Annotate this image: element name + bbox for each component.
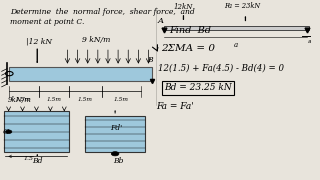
Text: 12(1.5) + Fa(4.5) - Bd(4) = 0: 12(1.5) + Fa(4.5) - Bd(4) = 0 [158, 63, 284, 72]
Text: A: A [158, 17, 164, 25]
Text: Find  Bd: Find Bd [169, 26, 211, 35]
Text: Fd': Fd' [110, 124, 123, 132]
Text: 1.5: 1.5 [24, 156, 34, 161]
Text: 9kN/m: 9kN/m [8, 96, 32, 104]
Text: 1.5m: 1.5m [78, 96, 93, 102]
Text: a: a [234, 40, 238, 49]
Bar [9, 67, 152, 81]
Text: Fa = Fa': Fa = Fa' [156, 102, 194, 111]
Text: 9 kN/m: 9 kN/m [82, 36, 110, 44]
Text: 1.5m: 1.5m [114, 96, 129, 102]
Text: Bd = 23.25 kN: Bd = 23.25 kN [164, 83, 232, 92]
Text: C: C [2, 128, 9, 136]
Circle shape [5, 130, 12, 134]
Bar [85, 116, 145, 152]
Text: B: B [147, 56, 152, 64]
Bar [4, 111, 69, 152]
Text: $_a$: $_a$ [308, 38, 312, 46]
Text: 2ΣMA = 0: 2ΣMA = 0 [161, 44, 215, 53]
Text: 1.5m: 1.5m [46, 96, 61, 102]
Text: 1.5m: 1.5m [16, 96, 31, 102]
Text: Fa = 23kN: Fa = 23kN [224, 2, 260, 10]
Text: Bb: Bb [113, 157, 124, 165]
Bar [164, 26, 309, 30]
Text: Determine  the  normal force,  shear force,  and
moment at point C.: Determine the normal force, shear force,… [10, 8, 195, 26]
Circle shape [111, 152, 119, 156]
Text: 12kN: 12kN [173, 3, 193, 11]
Text: |12 kN: |12 kN [26, 37, 52, 45]
Text: Bd: Bd [32, 157, 43, 165]
